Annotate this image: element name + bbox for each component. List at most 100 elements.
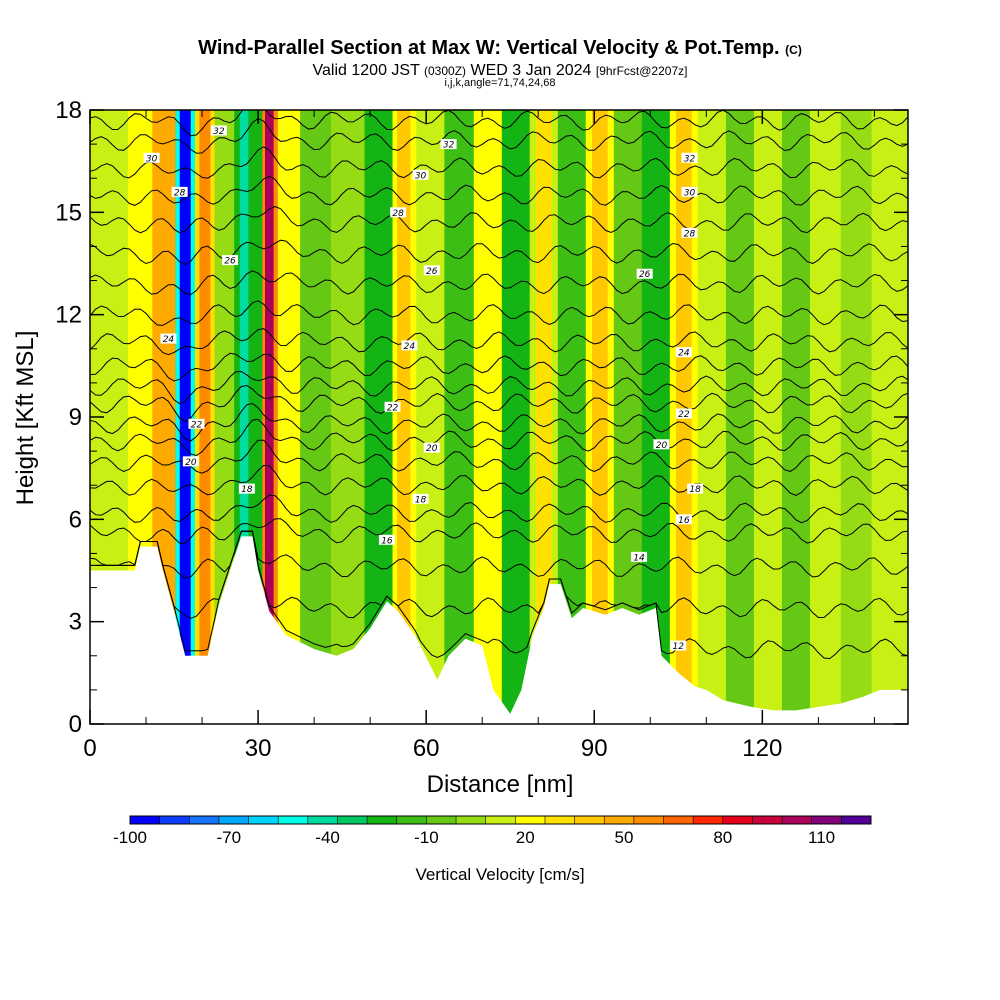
colorbar-tick-label: -10 xyxy=(414,828,439,847)
velocity-band-core xyxy=(264,110,274,724)
isentrope-label-bg xyxy=(171,186,188,197)
isentrope-line xyxy=(90,384,908,423)
isentrope-label-text: 12 xyxy=(673,642,685,652)
isentrope-label: 28 xyxy=(681,227,698,239)
isentrope-label: 18 xyxy=(687,483,704,495)
velocity-band-halo xyxy=(195,110,200,724)
isentrope-label-text: 30 xyxy=(415,171,427,181)
isentrope-label-bg xyxy=(440,139,457,150)
isentrope-label: 20 xyxy=(182,456,199,468)
colorbar: -100 -70 -40 -10 20 50 80 110 xyxy=(113,815,872,847)
colorbar-swatch xyxy=(189,816,220,824)
isentrope-label-bg xyxy=(378,534,395,545)
chart-params: i,j,k,angle=71,74,24,68 xyxy=(444,77,556,89)
isentrope-line xyxy=(90,110,908,137)
colorbar-swatch xyxy=(159,816,190,824)
isentrope-label: 32 xyxy=(681,152,698,164)
isentrope-label: 30 xyxy=(681,186,698,198)
colorbar-swatch xyxy=(248,816,279,824)
colorbar-swatch xyxy=(841,816,872,824)
isentrope-label-text: 24 xyxy=(404,342,416,352)
isentrope-label: 22 xyxy=(188,418,205,430)
x-tick-label: 30 xyxy=(245,735,272,762)
velocity-band xyxy=(330,110,366,724)
velocity-band xyxy=(809,110,842,724)
isentrope-line xyxy=(90,530,908,619)
velocity-band xyxy=(300,110,332,724)
isentrope-label-text: 26 xyxy=(639,270,651,280)
y-tick-label: 3 xyxy=(69,609,82,636)
isentrope-label-text: 18 xyxy=(241,485,253,495)
colorbar-swatch xyxy=(218,816,249,824)
colorbar-tick-label: 80 xyxy=(713,828,732,847)
colorbar-swatch xyxy=(752,816,783,824)
colorbar-swatch xyxy=(307,816,338,824)
colorbar-swatch xyxy=(633,816,664,824)
colorbar-swatch xyxy=(485,816,516,824)
colorbar-swatch xyxy=(782,816,813,824)
isentrope-label-bg xyxy=(681,227,698,238)
velocity-band xyxy=(840,110,873,724)
chart-title: Wind-Parallel Section at Max W: Vertical… xyxy=(198,37,802,59)
colorbar-swatch xyxy=(278,816,309,824)
isentrope-label-bg xyxy=(401,340,418,351)
velocity-band-halo xyxy=(175,110,180,724)
velocity-band-halo xyxy=(248,110,250,724)
isentrope-label-bg xyxy=(675,514,692,525)
y-tick-label: 9 xyxy=(69,404,82,431)
isentrope-label-text: 24 xyxy=(678,349,690,359)
colorbar-swatch xyxy=(396,816,427,824)
colorbar-tick-label: -70 xyxy=(217,828,242,847)
velocity-band-halo xyxy=(234,110,240,724)
colorbar-swatch xyxy=(722,816,753,824)
isentrope-label: 20 xyxy=(423,442,440,454)
isentrope-label-bg xyxy=(423,442,440,453)
isentrope-label: 24 xyxy=(675,347,692,359)
isentrope-line xyxy=(90,118,908,154)
velocity-band-halo xyxy=(210,110,215,724)
isentrope-labels: 32 30 28 26 24 22 20 18 32 30 28 26 24 22 20 18 16 32 30 28… xyxy=(143,125,704,652)
isentrope-label: 14 xyxy=(631,551,648,563)
isentrope-line xyxy=(90,439,908,474)
isentrope-label: 12 xyxy=(670,640,687,652)
isentrope-label-text: 16 xyxy=(678,516,690,526)
velocity-band-halo xyxy=(529,110,536,724)
velocity-band xyxy=(416,110,445,724)
velocity-band-halo xyxy=(669,110,677,724)
isentrope-label-bg xyxy=(681,152,698,163)
isentrope-line xyxy=(90,175,908,206)
isentropes xyxy=(90,110,908,660)
isentrope-label: 26 xyxy=(222,255,239,267)
isentrope-line xyxy=(90,270,908,296)
colorbar-tick-label: 20 xyxy=(516,828,535,847)
isentrope-label-text: 22 xyxy=(678,410,690,420)
isentrope-label-text: 20 xyxy=(185,458,197,468)
isentrope-label: 32 xyxy=(440,139,457,151)
isentrope-line xyxy=(90,300,908,326)
isentrope-label-bg xyxy=(412,169,429,180)
isentrope-label-text: 14 xyxy=(633,553,645,563)
isentrope-label: 30 xyxy=(143,152,160,164)
chart-subtitle: Valid 1200 JST (0300Z) WED 3 Jan 2024 [9… xyxy=(312,62,688,79)
velocity-band xyxy=(444,110,475,724)
isentrope-label: 28 xyxy=(390,207,407,219)
terrain-mask xyxy=(90,536,908,724)
isentrope-label-text: 18 xyxy=(415,495,427,505)
x-axis-label: Distance [nm] xyxy=(427,771,574,798)
isentrope-label: 32 xyxy=(210,125,227,137)
colorbar-tick-label: -40 xyxy=(315,828,340,847)
isentrope-label: 18 xyxy=(238,483,255,495)
isentrope-label-text: 26 xyxy=(224,257,236,267)
isentrope-label-bg xyxy=(238,483,255,494)
isentrope-line xyxy=(90,328,908,356)
isentrope-label: 20 xyxy=(653,439,670,451)
isentrope-label-bg xyxy=(670,640,687,651)
isentrope-line xyxy=(90,464,908,496)
colorbar-swatch xyxy=(693,816,724,824)
isentrope-label-text: 32 xyxy=(684,154,696,164)
isentrope-label-text: 32 xyxy=(443,141,455,151)
isentrope-label: 30 xyxy=(412,169,429,181)
isentrope-label: 22 xyxy=(675,408,692,420)
isentrope-label-text: 32 xyxy=(213,127,225,137)
